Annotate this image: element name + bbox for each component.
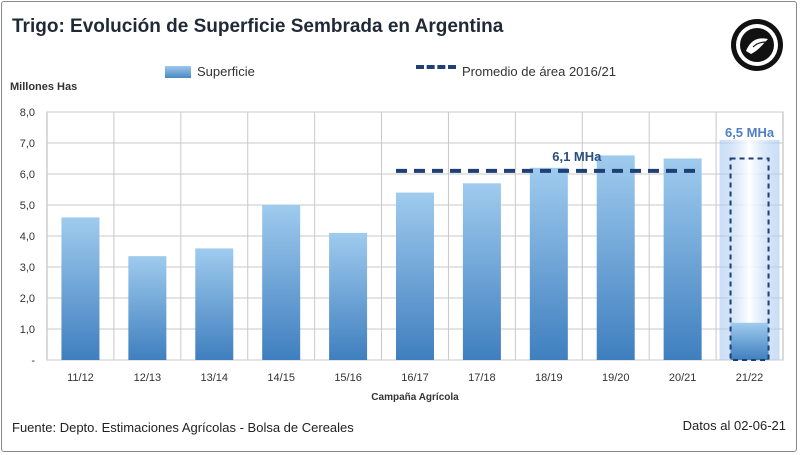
bar-16-17 — [396, 192, 434, 360]
projection-label: 6,5 MHa — [725, 125, 775, 140]
x-tick-label: 15/16 — [334, 372, 362, 384]
average-label: 6,1 MHa — [552, 149, 602, 164]
y-tick-label: 8,0 — [20, 107, 35, 119]
y-tick-label: 6,0 — [20, 169, 35, 181]
y-tick-label: 3,0 — [20, 262, 35, 274]
x-tick-label: 14/15 — [267, 372, 295, 384]
legend-average-line — [416, 65, 456, 69]
x-tick-label: 12/13 — [134, 372, 162, 384]
y-tick-label: 1,0 — [20, 324, 35, 336]
bar-12-13 — [128, 256, 167, 360]
chart-title: Trigo: Evolución de Superficie Sembrada … — [12, 16, 504, 37]
bar-13-14 — [195, 248, 234, 360]
bar-14-15 — [262, 205, 301, 360]
x-tick-label: 19/20 — [602, 372, 630, 384]
x-tick-label: 16/17 — [401, 372, 429, 384]
y-axis-unit-label: Millones Has — [10, 81, 78, 93]
bar-19-20 — [596, 155, 635, 360]
data-date: Datos al 02-06-21 — [682, 418, 786, 433]
legend-bar-swatch — [165, 66, 191, 78]
bar-15-16 — [329, 232, 368, 360]
x-tick-label: 21/22 — [736, 372, 764, 384]
bar-21-22 — [730, 322, 769, 360]
legend: Superficie Promedio de área 2016/21 — [0, 62, 800, 82]
source-note: Fuente: Depto. Estimaciones Agrícolas - … — [12, 420, 354, 435]
bar-20-21 — [663, 158, 702, 360]
bolsa-de-cereales-logo — [731, 19, 783, 71]
x-tick-label: 18/19 — [535, 372, 563, 384]
projection-outline — [729, 157, 770, 361]
bar-11-12 — [61, 217, 100, 360]
y-tick-label: 5,0 — [20, 200, 35, 212]
y-tick-label: 2,0 — [20, 293, 35, 305]
x-axis-title: Campaña Agrícola — [371, 392, 459, 403]
bar-18-19 — [529, 167, 568, 360]
x-tick-label: 13/14 — [201, 372, 229, 384]
legend-bar-label: Superficie — [197, 64, 255, 79]
x-tick-label: 11/12 — [67, 372, 94, 384]
y-tick-label: 7,0 — [20, 138, 35, 150]
x-tick-label: 20/21 — [669, 372, 697, 384]
legend-average-label: Promedio de área 2016/21 — [462, 64, 616, 79]
y-tick-label: - — [31, 355, 35, 367]
bar-17-18 — [462, 183, 501, 360]
y-tick-label: 4,0 — [20, 231, 35, 243]
x-tick-label: 17/18 — [468, 372, 496, 384]
